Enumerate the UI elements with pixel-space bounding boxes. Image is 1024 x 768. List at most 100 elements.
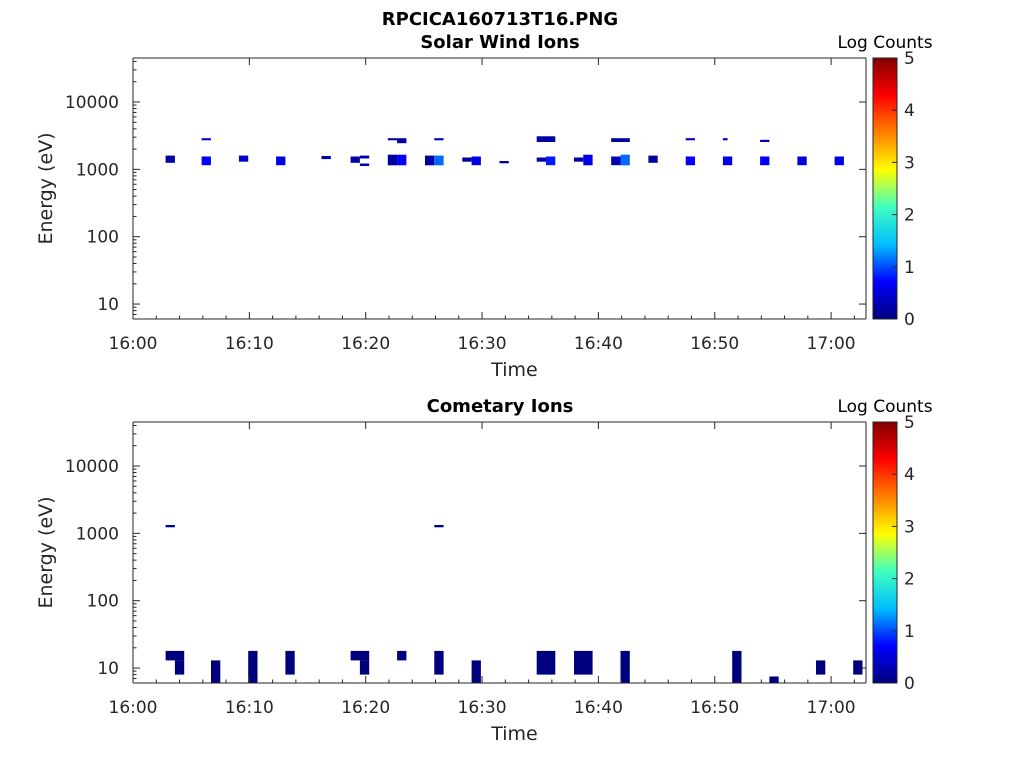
data-cell [434,155,444,166]
data-cell [471,660,481,683]
data-cell [722,156,733,166]
x-tick-label: 16:30 [458,698,507,718]
data-cell [165,525,175,528]
colorbar [872,421,898,684]
data-cell [546,156,556,166]
x-tick-label: 16:40 [574,698,623,718]
x-tick-label: 16:20 [341,698,390,718]
y-axis-label: Energy (eV) [35,132,57,244]
colorbar-tick-label: 3 [904,517,915,537]
x-axis-label: Time [490,359,538,381]
data-cell [397,154,407,166]
data-cell [797,156,807,166]
x-tick-label: 16:00 [109,698,158,718]
data-cell [359,660,370,675]
plot-area [133,58,866,319]
data-cell [620,650,630,683]
data-cell [165,155,175,163]
y-tick-label: 10000 [65,457,119,477]
data-cell [397,650,407,661]
data-cell [471,156,481,166]
x-tick-label: 16:50 [690,334,739,354]
x-axis-label: Time [490,723,538,745]
data-cell [276,156,286,166]
data-cell [387,138,407,141]
x-tick-label: 16:40 [574,334,623,354]
data-cell [434,525,444,528]
data-cell [359,155,370,159]
colorbar-tick-label: 4 [904,465,915,485]
data-cell [350,650,370,661]
y-axis-label: Energy (eV) [35,496,57,608]
data-cell [685,138,695,141]
data-cell [853,660,863,675]
data-cell [434,650,444,675]
data-cell [387,154,398,166]
data-cell [536,650,556,675]
data-cell [816,660,826,675]
colorbar-tick-label: 1 [904,622,915,642]
colorbar-tick-label: 1 [904,258,915,278]
x-tick-label: 16:00 [109,334,158,354]
data-cell [201,156,211,166]
colorbar-tick-label: 3 [904,153,915,173]
data-cell [574,157,584,162]
data-cell [732,650,742,683]
data-cell [583,154,593,166]
colorbar-tick-label: 2 [904,206,915,226]
data-cell [397,139,407,144]
data-cell [350,156,360,163]
data-cell [238,155,249,162]
data-cell [574,650,593,675]
panel-cometary-ions: 16:00 16:10 16:20 16:30 16:40 16:50 17:0010100… [35,396,933,745]
x-tick-label: 16:10 [225,334,274,354]
data-cell [611,156,621,166]
data-cell [201,138,211,141]
colorbar-tick-label: 0 [904,674,915,694]
data-cell [248,650,258,683]
data-cell [211,660,221,683]
colorbar-label: Log Counts [837,397,932,417]
data-cell [165,650,185,661]
colorbar-label: Log Counts [837,33,932,53]
y-tick-label: 100 [87,592,119,612]
colorbar-tick-label: 2 [904,570,915,590]
data-cell [760,139,770,142]
panel-title: Solar Wind Ions [420,32,579,53]
data-cell [434,138,444,141]
plot-area [133,422,866,683]
data-cell [425,155,435,166]
x-tick-label: 16:50 [690,698,739,718]
data-cell [536,136,556,142]
data-cell [620,154,630,166]
x-tick-label: 16:10 [225,698,274,718]
data-cell [685,156,695,166]
colorbar-tick-label: 5 [904,413,915,433]
data-cell [648,155,658,163]
y-tick-label: 100 [87,228,119,248]
figure-title: RPCICA160713T16.PNG [382,9,618,30]
x-tick-label: 17:00 [807,698,856,718]
y-tick-label: 10 [97,295,119,315]
colorbar-tick-label: 4 [904,101,915,121]
data-cell [722,138,728,141]
data-cell [462,157,472,162]
data-cell [359,163,370,166]
data-cell [611,138,630,142]
panel-solar-wind-ions: 16:00 16:10 16:20 16:30 16:40 16:50 17:00 10 100… [35,32,933,381]
data-cell [499,161,509,164]
y-tick-label: 1000 [76,160,119,180]
x-tick-label: 16:30 [458,334,507,354]
x-tick-label: 16:20 [341,334,390,354]
data-cell [285,650,295,675]
x-tick-label: 17:00 [807,334,856,354]
data-cell [769,676,779,683]
y-tick-label: 10000 [65,93,119,113]
data-cell [760,156,770,166]
y-tick-label: 10 [97,659,119,679]
y-tick-label: 1000 [76,524,119,544]
colorbar-tick-label: 5 [904,49,915,69]
data-cell [174,660,185,675]
data-cell [834,156,844,166]
